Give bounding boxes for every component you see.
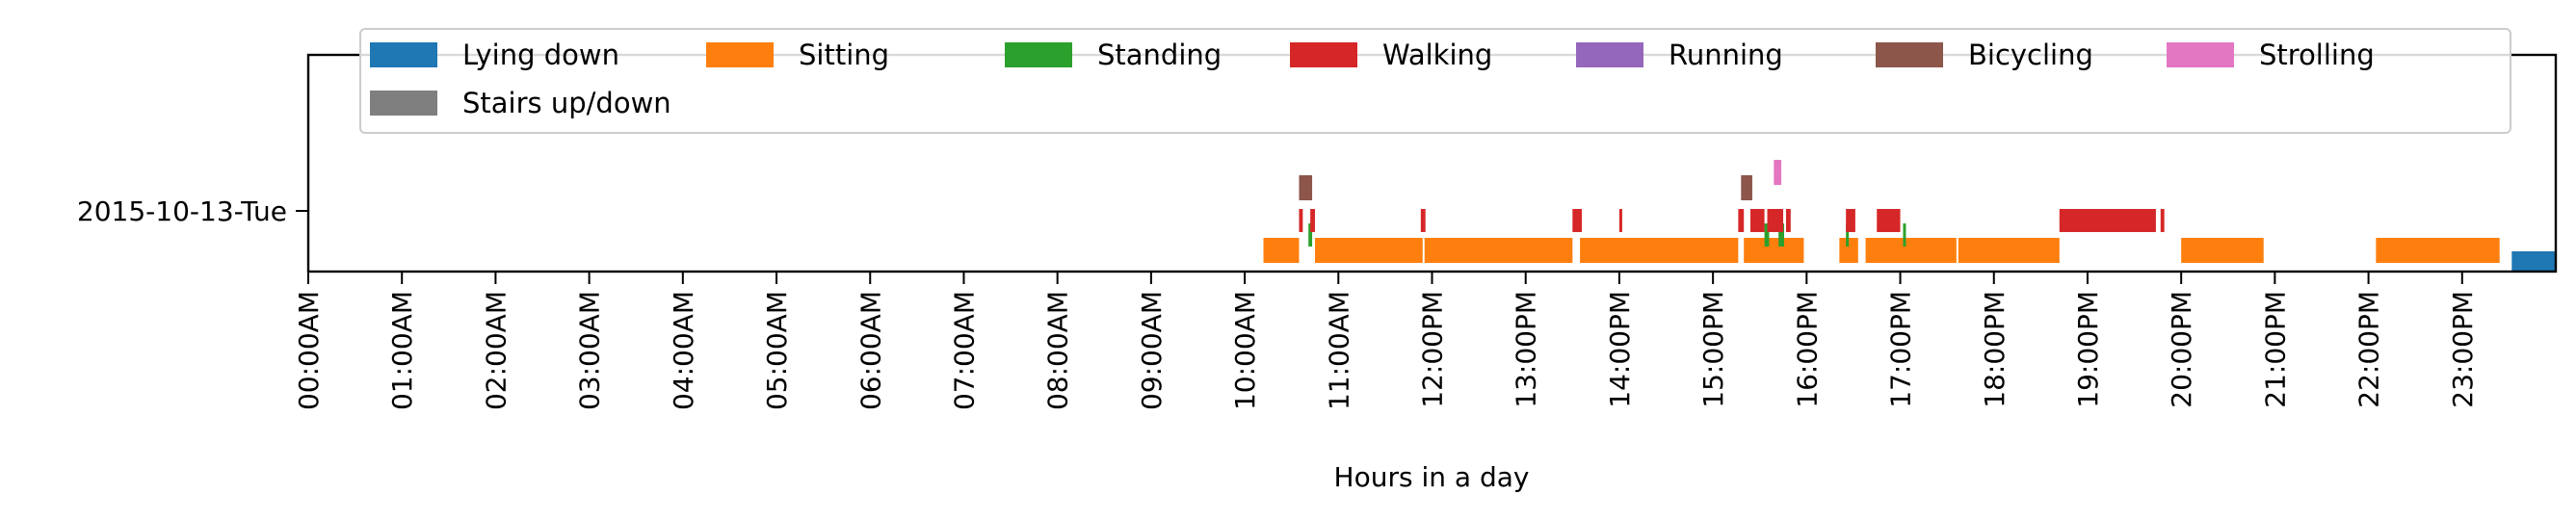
- x-tick-label: 21:00PM: [2259, 291, 2291, 408]
- x-tick-label: 20:00PM: [2166, 291, 2197, 408]
- activity-bar-walking: [1767, 209, 1784, 232]
- x-tick-label: 19:00PM: [2072, 291, 2104, 408]
- x-tick-label: 07:00AM: [948, 291, 980, 410]
- activity-bar-sitting: [1744, 238, 1804, 263]
- legend-swatch: [706, 42, 774, 67]
- x-tick-label: 09:00AM: [1136, 291, 1168, 410]
- x-tick-label: 17:00PM: [1885, 291, 1917, 408]
- x-tick-label: 11:00AM: [1323, 291, 1354, 410]
- legend-label: Lying down: [462, 39, 619, 71]
- legend-label: Sitting: [799, 39, 889, 71]
- activity-bar-sitting: [1424, 238, 1573, 263]
- activity-bar-standing: [1903, 223, 1906, 247]
- x-tick-label: 00:00AM: [293, 291, 325, 410]
- x-axis-ticks: 00:00AM 01:00AM 02:00AM 03:00AM 04:00AM 05:00…: [293, 272, 2479, 410]
- activity-bar-walking: [1572, 209, 1583, 232]
- activity-bar-standing: [1764, 223, 1770, 247]
- legend-swatch: [370, 42, 437, 67]
- activity-bar-standing: [1846, 223, 1850, 247]
- legend-label: Running: [1669, 39, 1783, 71]
- x-tick-label: 13:00PM: [1511, 291, 1542, 408]
- x-tick-label: 23:00PM: [2447, 291, 2479, 408]
- legend-swatch: [370, 91, 437, 116]
- legend: Lying down Sitting Standing Walking Running B…: [359, 28, 2511, 134]
- activity-bar-sitting: [1580, 238, 1739, 263]
- activity-bar-sitting: [2181, 238, 2264, 263]
- activity-bar-walking: [1299, 209, 1303, 232]
- legend-swatch: [2167, 42, 2234, 67]
- x-tick-label: 14:00PM: [1604, 291, 1636, 408]
- x-tick-label: 15:00PM: [1697, 291, 1729, 408]
- x-tick-label: 16:00PM: [1791, 291, 1823, 408]
- legend-label: Strolling: [2259, 39, 2375, 71]
- activity-bar-strolling: [1774, 160, 1782, 185]
- x-tick-label: 02:00AM: [480, 291, 512, 410]
- legend-swatch: [1576, 42, 1643, 67]
- activity-bar-standing: [1308, 223, 1313, 247]
- activity-bar-walking: [1877, 209, 1901, 232]
- activity-bar-walking: [2059, 209, 2156, 232]
- y-tick-label: 2015-10-13-Tue: [77, 195, 287, 227]
- activity-bar-sitting: [1865, 238, 1957, 263]
- activity-bar-sitting: [2376, 238, 2500, 263]
- legend-label: Bicycling: [1968, 39, 2093, 71]
- legend-label: Stairs up/down: [462, 87, 671, 119]
- activity-bar-walking: [1750, 209, 1765, 232]
- x-axis-label: Hours in a day: [1334, 461, 1530, 493]
- x-tick-label: 08:00AM: [1042, 291, 1074, 410]
- legend-swatch: [1876, 42, 1943, 67]
- y-axis: 2015-10-13-Tue: [77, 195, 308, 227]
- activity-bar-bicycling: [1299, 175, 1313, 200]
- activity-bar-walking: [1420, 209, 1426, 232]
- activity-bar-walking: [1618, 209, 1622, 232]
- activity-bar-walking: [1785, 209, 1791, 232]
- activity-bar-sitting: [1314, 238, 1423, 263]
- x-tick-label: 12:00PM: [1417, 291, 1449, 408]
- legend-swatch: [1005, 42, 1072, 67]
- x-tick-label: 18:00PM: [1979, 291, 2011, 408]
- activity-bar-sitting: [1263, 238, 1300, 263]
- activity-bars: [1263, 160, 2556, 271]
- x-tick-label: 06:00AM: [854, 291, 886, 410]
- activity-bar-walking: [1738, 209, 1745, 232]
- x-tick-label: 10:00AM: [1229, 291, 1261, 410]
- x-tick-label: 22:00PM: [2353, 291, 2385, 408]
- legend-box: [359, 28, 2511, 134]
- legend-swatch: [1290, 42, 1357, 67]
- x-tick-label: 03:00AM: [574, 291, 606, 410]
- activity-bar-walking: [2160, 209, 2165, 232]
- activity-bar-walking: [1846, 209, 1855, 232]
- x-tick-label: 01:00AM: [386, 291, 418, 410]
- activity-bar-sitting: [1958, 238, 2060, 263]
- activity-bar-bicycling: [1741, 175, 1752, 200]
- activity-bar-standing: [1778, 223, 1785, 247]
- legend-label: Walking: [1382, 39, 1492, 71]
- activity-bar-lying-down: [2511, 251, 2556, 271]
- legend-label: Standing: [1097, 39, 1222, 71]
- x-tick-label: 04:00AM: [668, 291, 699, 410]
- activity-bar-sitting: [1839, 238, 1858, 263]
- activity-bar-walking: [1310, 209, 1315, 232]
- x-tick-label: 05:00AM: [761, 291, 793, 410]
